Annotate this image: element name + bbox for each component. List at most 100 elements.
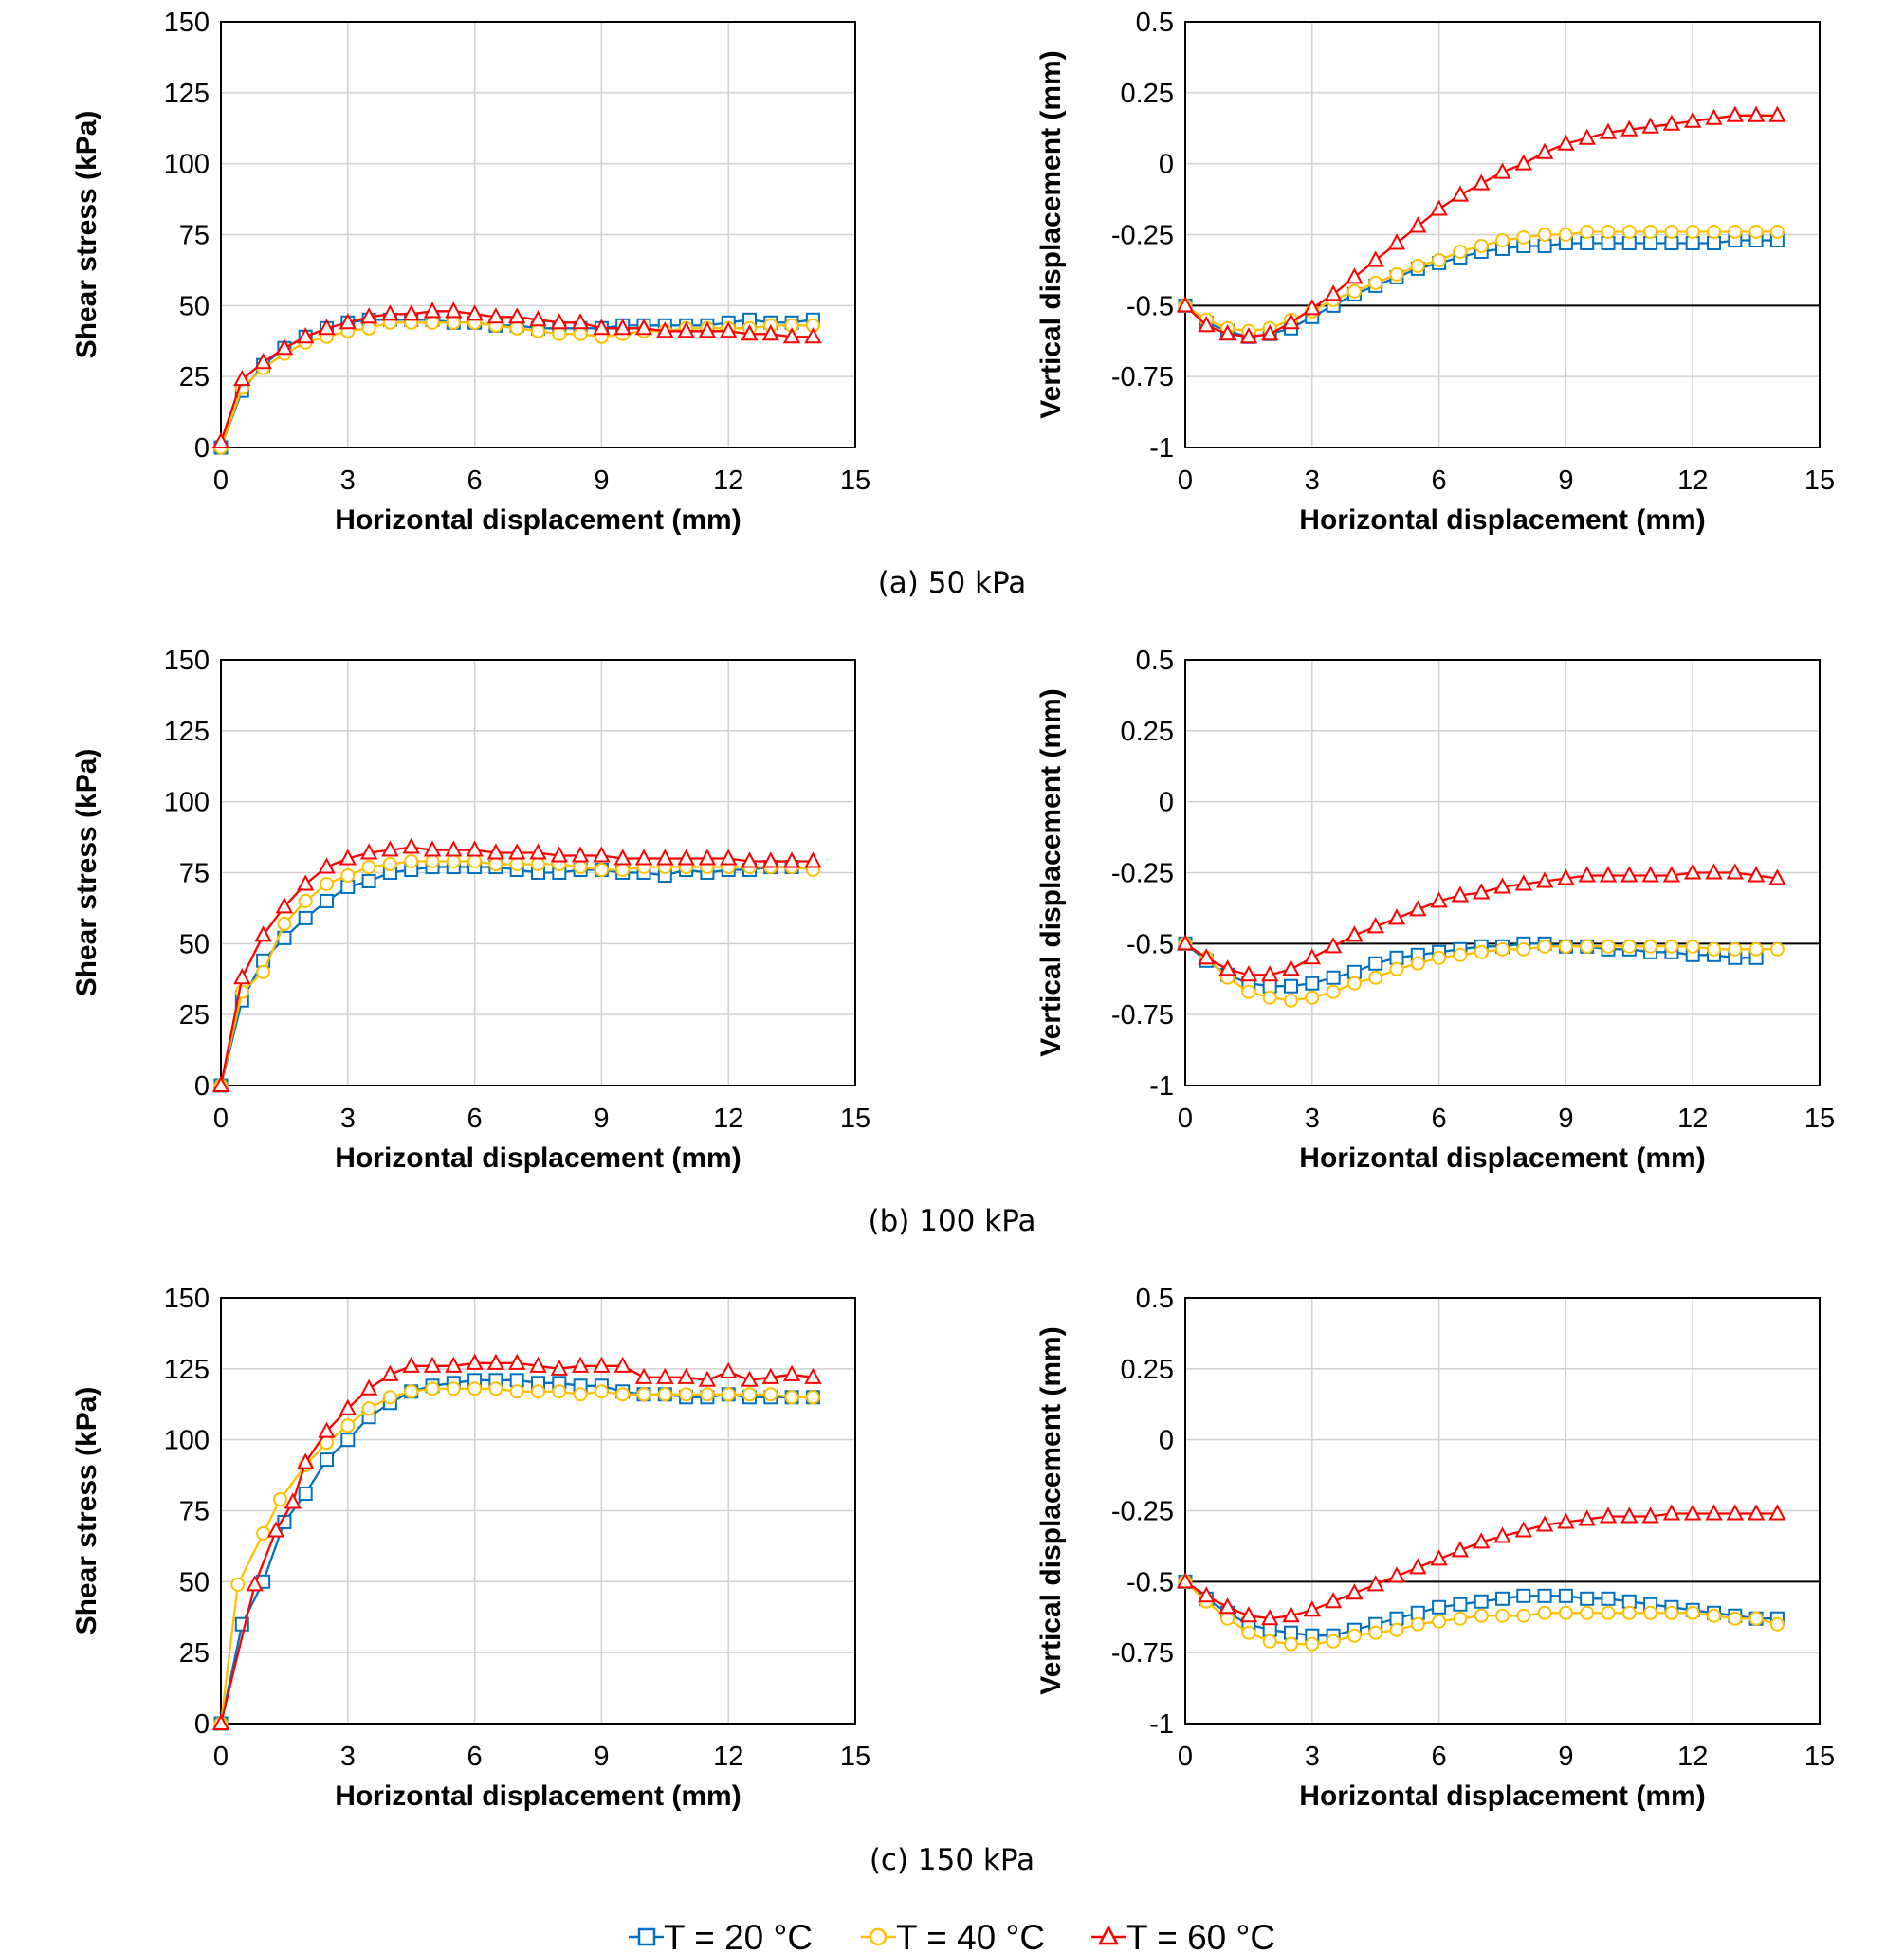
- data-point: [700, 1387, 715, 1402]
- data-point: [698, 321, 717, 338]
- x-axis-label: Horizontal displacement (mm): [335, 504, 741, 536]
- data-point: [361, 873, 376, 888]
- data-point: [571, 1356, 590, 1373]
- y-tick-label: 75: [179, 1497, 210, 1527]
- data-point: [1620, 119, 1639, 137]
- data-point: [425, 1381, 440, 1396]
- data-point: [284, 1492, 302, 1509]
- data-point: [467, 854, 483, 869]
- y-tick-label: 0: [194, 1709, 210, 1740]
- series-line: [1184, 942, 1757, 988]
- data-point: [1493, 877, 1511, 894]
- data-point: [741, 851, 759, 868]
- data-point: [320, 893, 334, 908]
- y-axis-label: Shear stress (kPa): [71, 111, 102, 359]
- data-point: [1241, 1625, 1256, 1640]
- data-point: [1748, 941, 1764, 957]
- data-point: [677, 321, 695, 338]
- plot-frame: [1184, 1297, 1821, 1725]
- data-point: [1326, 1634, 1341, 1649]
- data-point: [613, 319, 632, 336]
- data-point: [466, 840, 484, 857]
- y-tick-label: -0.75: [1111, 1000, 1174, 1031]
- x-tick-label: 3: [1305, 465, 1320, 496]
- data-point: [445, 840, 463, 857]
- data-point: [1495, 1591, 1510, 1606]
- legend-label-40: T = 40 °C: [896, 1918, 1045, 1953]
- data-point: [1368, 956, 1383, 971]
- legend-entry-60: T = 60 °C: [1091, 1918, 1275, 1953]
- data-point: [1473, 1532, 1491, 1549]
- chart-b-vertical: 0 3 6 9 12 15 -1 -0.75 -0.5 -0.25 0 0.25 0.5 Horizont…: [1035, 646, 1835, 1174]
- data-point: [1537, 1588, 1552, 1603]
- data-point: [1409, 1558, 1427, 1575]
- y-tick-label: 50: [179, 1567, 210, 1597]
- x-axis-label: Horizontal displacement (mm): [1299, 1142, 1705, 1174]
- data-point: [1198, 316, 1216, 333]
- data-point: [425, 854, 440, 869]
- y-tick-label: 100: [164, 788, 210, 818]
- data-point: [677, 1367, 695, 1384]
- data-point: [1346, 976, 1362, 991]
- data-point: [763, 1387, 778, 1402]
- x-tick-label: 15: [1804, 1104, 1835, 1134]
- data-point: [320, 876, 334, 891]
- chart-c-vertical: 0 3 6 9 12 15 -1 -0.75 -0.5 -0.25 0 0.25 0.5 Horizont…: [1035, 1284, 1835, 1812]
- data-point: [1769, 1616, 1785, 1632]
- x-tick-label: 3: [340, 1104, 356, 1134]
- data-point: [1578, 866, 1596, 883]
- data-point: [359, 843, 378, 860]
- data-point: [1768, 868, 1786, 885]
- caption-a: (a) 50 kPa: [878, 566, 1027, 600]
- data-point: [446, 315, 461, 330]
- data-point: [593, 319, 611, 336]
- data-point: [381, 1364, 399, 1381]
- data-point: [1748, 1611, 1764, 1626]
- data-point: [571, 313, 590, 330]
- data-point: [1769, 941, 1785, 957]
- data-point: [720, 1361, 738, 1378]
- data-point: [1430, 891, 1448, 908]
- data-point: [1432, 252, 1447, 267]
- data-point: [359, 1378, 378, 1396]
- y-tick-label: -0.25: [1111, 859, 1174, 889]
- data-point: [1218, 1597, 1236, 1615]
- data-point: [466, 1353, 484, 1370]
- y-tick-label: -1: [1149, 433, 1174, 464]
- data-point: [1599, 866, 1618, 883]
- data-point: [1493, 162, 1511, 179]
- data-point: [634, 849, 653, 866]
- data-point: [1218, 959, 1236, 976]
- data-point: [1643, 225, 1658, 240]
- data-point: [1726, 105, 1744, 122]
- plot-frame: [220, 1297, 856, 1725]
- data-point: [1664, 1605, 1679, 1620]
- data-point: [1453, 947, 1468, 962]
- data-point: [1684, 111, 1702, 128]
- x-tick-label: 3: [340, 465, 356, 496]
- x-tick-label: 12: [713, 1104, 743, 1134]
- data-point: [1728, 941, 1743, 957]
- data-point: [761, 851, 779, 868]
- data-point: [509, 857, 524, 872]
- y-tick-label: 0: [1159, 788, 1174, 818]
- data-point: [1558, 228, 1573, 242]
- data-point: [339, 849, 357, 866]
- data-point: [698, 1370, 717, 1387]
- data-point: [1324, 1592, 1343, 1609]
- data-point: [1601, 939, 1616, 954]
- data-point: [266, 1521, 285, 1538]
- y-tick-label: -0.25: [1111, 1497, 1174, 1527]
- data-point: [1578, 128, 1596, 145]
- data-point: [1599, 1506, 1618, 1524]
- x-tick-label: 6: [467, 465, 483, 496]
- x-tick-label: 9: [1558, 465, 1573, 496]
- data-point: [1409, 900, 1427, 917]
- data-point: [1557, 868, 1575, 885]
- data-point: [1516, 941, 1531, 957]
- data-point: [1537, 1605, 1552, 1620]
- data-point: [1239, 965, 1258, 982]
- data-point: [1643, 1605, 1658, 1620]
- data-point: [256, 964, 271, 979]
- data-point: [1451, 185, 1470, 202]
